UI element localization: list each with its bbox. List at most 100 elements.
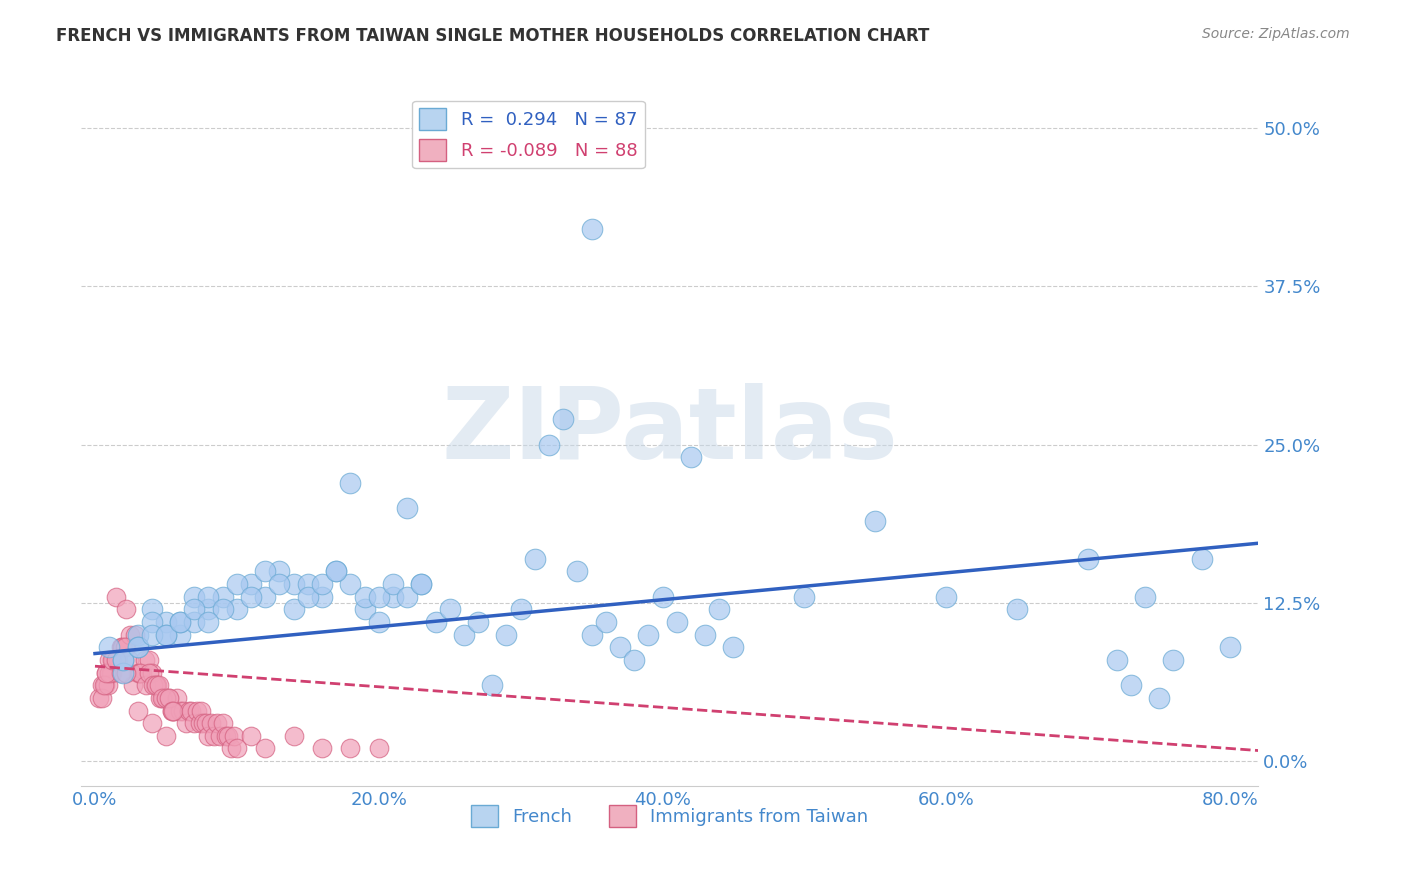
Point: [98, 665, 121, 680]
Point: [297, 590, 319, 604]
Point: [157, 690, 180, 705]
Point: [381, 590, 404, 604]
Point: [935, 590, 957, 604]
Point: [141, 627, 163, 641]
Point: [283, 602, 305, 616]
Point: [481, 678, 503, 692]
Point: [174, 716, 197, 731]
Point: [112, 640, 135, 655]
Point: [254, 590, 277, 604]
Point: [339, 577, 361, 591]
Point: [183, 615, 205, 629]
Point: [155, 615, 177, 629]
Point: [166, 690, 188, 705]
Point: [89, 690, 111, 705]
Point: [595, 615, 617, 629]
Text: Source: ZipAtlas.com: Source: ZipAtlas.com: [1202, 27, 1350, 41]
Point: [665, 615, 688, 629]
Point: [180, 704, 202, 718]
Point: [439, 602, 461, 616]
Point: [110, 665, 132, 680]
Point: [138, 653, 160, 667]
Point: [1163, 653, 1185, 667]
Point: [101, 665, 124, 680]
Point: [135, 678, 157, 692]
Point: [114, 640, 136, 655]
Point: [94, 678, 117, 692]
Point: [211, 602, 233, 616]
Point: [637, 627, 659, 641]
Text: FRENCH VS IMMIGRANTS FROM TAIWAN SINGLE MOTHER HOUSEHOLDS CORRELATION CHART: FRENCH VS IMMIGRANTS FROM TAIWAN SINGLE …: [56, 27, 929, 45]
Point: [112, 653, 135, 667]
Point: [96, 665, 118, 680]
Point: [623, 653, 645, 667]
Point: [381, 577, 404, 591]
Point: [183, 716, 205, 731]
Point: [155, 690, 177, 705]
Point: [411, 577, 433, 591]
Point: [396, 500, 419, 515]
Point: [1105, 653, 1128, 667]
Point: [115, 640, 138, 655]
Point: [211, 716, 233, 731]
Point: [411, 577, 433, 591]
Point: [609, 640, 631, 655]
Point: [283, 577, 305, 591]
Point: [118, 653, 141, 667]
Point: [98, 640, 121, 655]
Point: [115, 665, 138, 680]
Point: [100, 665, 122, 680]
Point: [98, 653, 121, 667]
Point: [425, 615, 447, 629]
Point: [127, 640, 149, 655]
Point: [523, 551, 546, 566]
Point: [297, 577, 319, 591]
Point: [709, 602, 731, 616]
Point: [311, 590, 333, 604]
Point: [208, 729, 231, 743]
Legend: French, Immigrants from Taiwan: French, Immigrants from Taiwan: [464, 797, 876, 834]
Point: [190, 704, 212, 718]
Point: [177, 704, 200, 718]
Point: [339, 741, 361, 756]
Point: [1147, 690, 1170, 705]
Point: [129, 665, 152, 680]
Point: [141, 615, 163, 629]
Point: [197, 615, 219, 629]
Point: [651, 590, 673, 604]
Point: [134, 653, 156, 667]
Point: [142, 678, 165, 692]
Point: [197, 590, 219, 604]
Point: [162, 704, 184, 718]
Point: [581, 222, 603, 236]
Point: [1133, 590, 1156, 604]
Point: [283, 729, 305, 743]
Point: [254, 741, 277, 756]
Point: [143, 678, 166, 692]
Point: [155, 729, 177, 743]
Point: [553, 412, 575, 426]
Point: [567, 564, 589, 578]
Point: [254, 564, 277, 578]
Point: [240, 729, 263, 743]
Point: [214, 729, 236, 743]
Point: [1119, 678, 1142, 692]
Point: [200, 716, 222, 731]
Point: [160, 704, 183, 718]
Point: [211, 590, 233, 604]
Point: [269, 577, 291, 591]
Point: [122, 678, 145, 692]
Point: [197, 602, 219, 616]
Point: [131, 665, 153, 680]
Point: [367, 590, 389, 604]
Point: [183, 590, 205, 604]
Point: [325, 564, 347, 578]
Point: [581, 627, 603, 641]
Point: [105, 653, 128, 667]
Point: [679, 450, 702, 465]
Point: [325, 564, 347, 578]
Point: [91, 678, 114, 692]
Point: [188, 716, 211, 731]
Point: [93, 678, 115, 692]
Point: [1219, 640, 1241, 655]
